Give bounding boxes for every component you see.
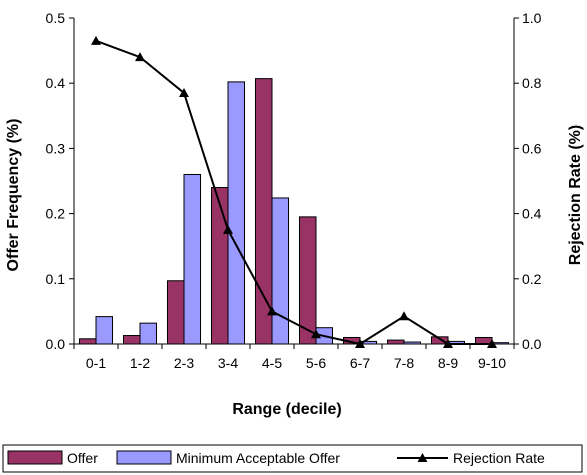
left-axis-ticks: 0.0 0.1 0.2 0.3 0.4 0.5 [46, 10, 74, 352]
x-tick-label-2-3: 2-3 [174, 355, 194, 371]
x-axis-ticks: 0-1 1-2 2-3 3-4 4-5 5-6 6-7 7-8 8-9 9-10 [73, 344, 515, 371]
bar-minimum-acceptable-offer-1-2 [139, 322, 157, 345]
legend-swatch-mao [116, 450, 172, 465]
x-tick-label-6-7: 6-7 [350, 355, 370, 371]
legend-swatch-offer [7, 450, 63, 465]
legend-label-rejection: Rejection Rate [453, 450, 545, 466]
legend-label-mao: Minimum Acceptable Offer [176, 450, 340, 466]
marker-rejection-rate-6-7 [355, 339, 365, 348]
marker-rejection-rate-8-9 [443, 339, 453, 348]
right-axis-ticks: 0.0 0.2 0.4 0.6 0.8 1.0 [514, 10, 542, 352]
marker-rejection-rate-2-3 [179, 87, 189, 97]
marker-rejection-rate-0-1 [91, 35, 101, 45]
x-tick-label-8-9: 8-9 [438, 355, 458, 371]
x-tick-label-1-2: 1-2 [130, 355, 150, 371]
marker-rejection-rate-5-6 [311, 329, 321, 339]
line-rejection-rate [95, 39, 492, 346]
left-tick-label: 0.4 [46, 75, 66, 91]
marker-rejection-rate-9-10 [487, 339, 497, 348]
bar-minimum-acceptable-offer-0-1 [95, 316, 113, 345]
y2-axis-title: Rejection Rate (%) [567, 125, 584, 265]
marker-rejection-rate-1-2 [135, 52, 145, 62]
bar-offer-3-4 [211, 187, 229, 345]
x-tick-label-7-8: 7-8 [394, 355, 414, 371]
right-tick-label: 0.8 [522, 75, 542, 91]
right-tick-label: 0.0 [522, 336, 542, 352]
bar-offer-2-3 [167, 280, 185, 345]
marker-rejection-rate-4-5 [267, 306, 277, 316]
right-tick-label: 1.0 [522, 10, 542, 26]
x-tick-label-5-6: 5-6 [306, 355, 326, 371]
bar-minimum-acceptable-offer-2-3 [183, 173, 201, 345]
bar-offer-5-6 [299, 216, 317, 345]
left-tick-label: 0.3 [46, 140, 66, 156]
right-tick-label: 0.4 [522, 206, 542, 222]
y-axis-title: Offer Frequency (%) [5, 119, 22, 272]
x-tick-label-4-5: 4-5 [262, 355, 282, 371]
marker-rejection-rate-3-4 [223, 224, 233, 234]
bar-offer-1-2 [123, 335, 141, 345]
legend-border [2, 444, 583, 473]
bar-offer-7-8 [387, 339, 405, 345]
marker-rejection-rate-7-8 [399, 311, 409, 321]
left-tick-label: 0.5 [46, 10, 66, 26]
right-tick-label: 0.2 [522, 271, 542, 287]
x-tick-label-0-1: 0-1 [86, 355, 106, 371]
legend: Offer Minimum Acceptable Offer Rejection… [2, 444, 583, 473]
left-tick-label: 0.2 [46, 206, 66, 222]
x-tick-label-9-10: 9-10 [478, 355, 506, 371]
bar-minimum-acceptable-offer-3-4 [227, 81, 245, 345]
legend-marker-rejection [417, 453, 428, 462]
right-tick-label: 0.6 [522, 140, 542, 156]
bar-offer-0-1 [79, 338, 97, 345]
x-axis-title: Range (decile) [232, 401, 341, 418]
bar-minimum-acceptable-offer-4-5 [271, 197, 289, 345]
legend-label-offer: Offer [67, 450, 98, 466]
left-tick-label: 0.0 [46, 336, 66, 352]
left-tick-label: 0.1 [46, 271, 66, 287]
plot-area [73, 18, 515, 348]
x-tick-label-3-4: 3-4 [218, 355, 238, 371]
bar-offer-4-5 [255, 78, 273, 345]
